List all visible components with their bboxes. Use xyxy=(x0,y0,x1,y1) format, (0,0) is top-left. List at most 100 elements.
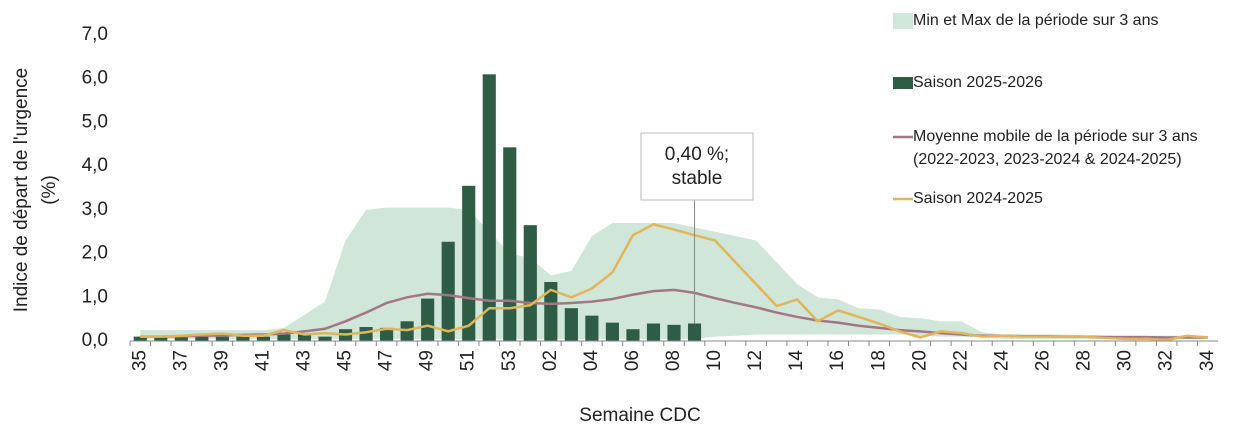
x-tick-label: 06 xyxy=(622,350,643,371)
x-tick-label: 10 xyxy=(704,350,725,371)
x-tick-group: 18 xyxy=(868,350,889,371)
x-tick-label: 43 xyxy=(294,350,315,371)
y-axis-title-line: Indice de départ de l'urgence xyxy=(11,68,32,312)
bar xyxy=(359,327,373,341)
legend-label: Moyenne mobile de la période sur 3 ans (2… xyxy=(913,128,1198,168)
x-tick-label: 49 xyxy=(417,350,438,371)
x-tick-group: 51 xyxy=(458,350,479,371)
annotation-box xyxy=(640,132,754,201)
bar xyxy=(256,336,271,341)
x-tick-group: 06 xyxy=(622,350,643,371)
x-tick-label: 16 xyxy=(827,350,848,371)
x-tick-group: 22 xyxy=(950,350,971,371)
x-tick-label: 02 xyxy=(540,350,561,371)
x-tick-label: 41 xyxy=(252,350,273,371)
annotation-text: 0,40 %; xyxy=(665,144,729,165)
annotation-text: stable xyxy=(672,168,723,189)
x-tick-group: 35 xyxy=(129,350,150,371)
legend-label: Saison 2024-2025 xyxy=(913,190,1043,207)
x-tick-group: 26 xyxy=(1033,350,1054,371)
x-tick-label: 34 xyxy=(1197,350,1218,372)
y-tick-label: 3,0 xyxy=(82,199,108,220)
y-axis-title: Indice de départ de l'urgence (%) xyxy=(11,68,60,312)
x-tick-group: 37 xyxy=(170,350,191,371)
x-tick-label: 20 xyxy=(909,350,930,371)
x-tick-group: 24 xyxy=(991,350,1012,372)
bar xyxy=(441,241,455,341)
x-tick-group: 10 xyxy=(704,350,725,371)
x-tick-group: 20 xyxy=(909,350,930,371)
y-tick-label: 6,0 xyxy=(82,68,108,89)
legend-label-line: Moyenne mobile de la période sur 3 ans xyxy=(913,128,1198,145)
bar xyxy=(564,308,578,341)
x-tick-label: 51 xyxy=(458,350,479,371)
x-tick-label: 12 xyxy=(745,350,766,371)
x-axis-title: Semaine CDC xyxy=(579,405,700,426)
legend-label-line: (2022-2023, 2023-2024 & 2024-2025) xyxy=(913,151,1182,168)
bar xyxy=(421,298,435,341)
x-tick-label: 32 xyxy=(1156,350,1177,371)
bar xyxy=(277,334,291,341)
bar xyxy=(503,147,517,341)
legend-label: Min et Max de la période sur 3 ans xyxy=(913,12,1158,29)
legend-swatch xyxy=(893,77,913,89)
bar xyxy=(318,336,332,341)
x-tick-label: 30 xyxy=(1115,350,1136,371)
bar xyxy=(667,324,681,341)
legend-swatch xyxy=(893,13,913,29)
line xyxy=(140,222,1208,342)
x-tick-group: 04 xyxy=(581,350,602,372)
bar xyxy=(646,323,661,341)
bar xyxy=(462,185,476,341)
bar xyxy=(195,336,209,341)
x-tick-group: 47 xyxy=(376,350,397,371)
min-max-band xyxy=(140,207,1208,339)
x-tick-group: 49 xyxy=(417,350,438,371)
x-tick-group: 14 xyxy=(786,350,807,372)
legend-label: Saison 2025-2026 xyxy=(913,74,1043,91)
x-tick-group: 16 xyxy=(827,350,848,371)
x-tick-label: 24 xyxy=(991,350,1012,372)
x-tick-group: 53 xyxy=(499,350,520,371)
x-tick-label: 22 xyxy=(950,350,971,371)
x-tick-group: 28 xyxy=(1074,350,1095,371)
bar xyxy=(174,336,188,341)
x-tick-group: 34 xyxy=(1197,350,1218,372)
x-tick-group: 08 xyxy=(663,350,684,371)
x-tick-label: 37 xyxy=(170,350,191,371)
x-tick-label: 14 xyxy=(786,350,807,372)
x-tick-label: 53 xyxy=(499,350,520,371)
y-tick-label: 2,0 xyxy=(82,243,108,264)
x-tick-group: 41 xyxy=(252,350,273,371)
x-tick-group: 02 xyxy=(540,350,561,371)
x-tick-label: 18 xyxy=(868,350,889,371)
y-axis-title-line: (%) xyxy=(39,175,60,205)
x-tick-group: 43 xyxy=(294,350,315,371)
x-tick-label: 39 xyxy=(211,350,232,371)
bar xyxy=(215,336,229,341)
bar xyxy=(236,336,250,341)
bar xyxy=(380,327,394,341)
bar xyxy=(482,74,496,341)
x-tick-group: 30 xyxy=(1115,350,1136,371)
bar xyxy=(687,323,702,341)
y-tick-label: 4,0 xyxy=(82,155,108,176)
bar xyxy=(523,225,537,341)
x-tick-group: 39 xyxy=(211,350,232,371)
x-tick-group: 45 xyxy=(335,350,356,371)
bar xyxy=(297,334,312,341)
bar xyxy=(626,329,640,341)
x-tick-group: 32 xyxy=(1156,350,1177,371)
y-tick-label: 5,0 xyxy=(82,111,108,132)
bar xyxy=(585,315,599,341)
x-tick-label: 08 xyxy=(663,350,684,371)
x-tick-label: 35 xyxy=(129,350,150,371)
x-tick-label: 47 xyxy=(376,350,397,371)
x-tick-group: 12 xyxy=(745,350,766,371)
x-tick-label: 04 xyxy=(581,350,602,372)
y-tick-label: 0,0 xyxy=(82,330,108,351)
y-tick-label: 7,0 xyxy=(82,24,108,45)
x-tick-label: 45 xyxy=(335,350,356,371)
x-tick-label: 26 xyxy=(1033,350,1054,371)
